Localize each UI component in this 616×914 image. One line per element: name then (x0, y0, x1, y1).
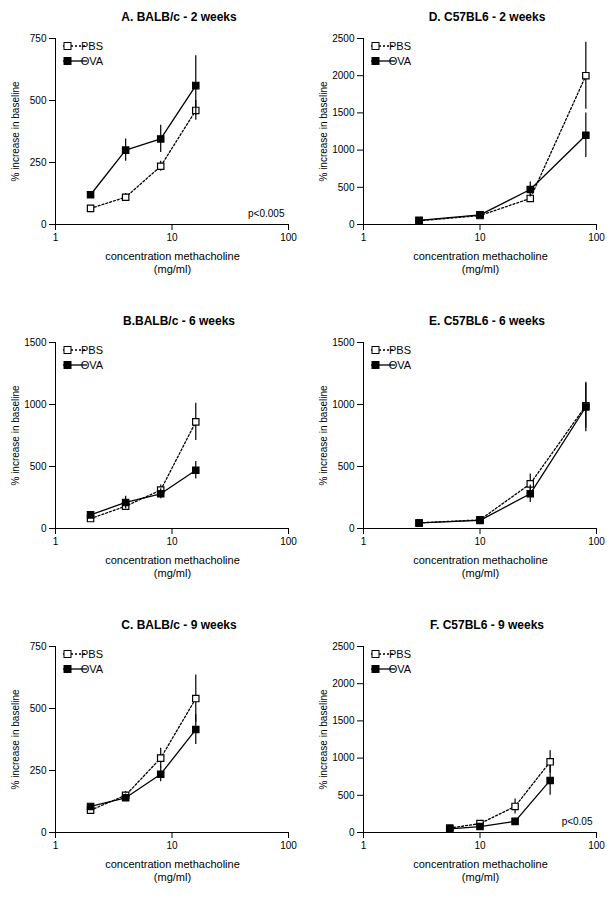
svg-text:OVA: OVA (389, 55, 412, 67)
svg-text:OVA: OVA (81, 55, 104, 67)
svg-text:100: 100 (588, 232, 605, 243)
svg-text:500: 500 (338, 182, 355, 193)
svg-text:100: 100 (588, 536, 605, 547)
svg-text:10: 10 (166, 840, 178, 851)
svg-text:500: 500 (338, 461, 355, 472)
html-text:B.BALB/c - 6 weeks: B.BALB/c - 6 weeks (123, 314, 235, 328)
svg-text:2000: 2000 (332, 678, 355, 689)
svg-text:10: 10 (474, 232, 486, 243)
svg-text:1: 1 (53, 840, 59, 851)
svg-text:10: 10 (474, 536, 486, 547)
svg-text:p<0.005: p<0.005 (248, 208, 285, 219)
html-text:A. BALB/c - 2 weeks: A. BALB/c - 2 weeks (121, 10, 237, 24)
html-text:concentration methacholine (mg: concentration methacholine (mg/ml) (413, 554, 548, 579)
svg-text:PBS: PBS (81, 40, 103, 52)
html-text:concentration methacholine (mg: concentration methacholine (mg/ml) (105, 250, 240, 275)
svg-text:1: 1 (361, 840, 367, 851)
svg-text:0: 0 (349, 827, 355, 838)
svg-text:2500: 2500 (332, 33, 355, 44)
svg-text:2500: 2500 (332, 641, 355, 652)
svg-text:750: 750 (30, 33, 47, 44)
svg-text:100: 100 (280, 536, 297, 547)
svg-text:PBS: PBS (389, 40, 411, 52)
svg-text:1000: 1000 (332, 399, 355, 410)
svg-text:500: 500 (30, 461, 47, 472)
svg-text:0: 0 (349, 523, 355, 534)
svg-text:10: 10 (166, 536, 178, 547)
svg-text:PBS: PBS (389, 344, 411, 356)
svg-text:10: 10 (166, 232, 178, 243)
svg-text:OVA: OVA (389, 663, 412, 675)
svg-text:0: 0 (41, 523, 47, 534)
html-text:E. C57BL6 - 6 weeks: E. C57BL6 - 6 weeks (429, 314, 545, 328)
html-text:concentration methacholine (mg: concentration methacholine (mg/ml) (105, 858, 240, 883)
svg-text:% increase in baseline: % increase in baseline (318, 689, 329, 789)
html-text:D. C57BL6 - 2 weeks: D. C57BL6 - 2 weeks (428, 10, 546, 24)
svg-text:250: 250 (30, 157, 47, 168)
svg-text:1: 1 (361, 536, 367, 547)
svg-text:1: 1 (53, 232, 59, 243)
svg-text:100: 100 (280, 232, 297, 243)
svg-text:1000: 1000 (332, 144, 355, 155)
html-text:concentration methacholine (mg: concentration methacholine (mg/ml) (105, 554, 240, 579)
svg-text:1500: 1500 (332, 337, 355, 348)
svg-text:% increase in baseline: % increase in baseline (10, 385, 21, 485)
svg-text:PBS: PBS (81, 648, 103, 660)
svg-text:1500: 1500 (332, 715, 355, 726)
svg-text:100: 100 (280, 840, 297, 851)
svg-text:1: 1 (361, 232, 367, 243)
svg-text:p<0.05: p<0.05 (562, 816, 593, 827)
html-text:F. C57BL6 - 9 weeks: F. C57BL6 - 9 weeks (430, 618, 544, 632)
svg-text:750: 750 (30, 641, 47, 652)
svg-text:% increase in baseline: % increase in baseline (318, 81, 329, 181)
svg-text:OVA: OVA (81, 359, 104, 371)
svg-text:2000: 2000 (332, 70, 355, 81)
svg-text:0: 0 (349, 219, 355, 230)
svg-text:1000: 1000 (24, 399, 47, 410)
svg-text:% increase in baseline: % increase in baseline (318, 385, 329, 485)
html-text:concentration methacholine (mg: concentration methacholine (mg/ml) (413, 858, 548, 883)
svg-text:PBS: PBS (389, 648, 411, 660)
svg-text:0: 0 (41, 219, 47, 230)
svg-text:1500: 1500 (24, 337, 47, 348)
svg-text:10: 10 (474, 840, 486, 851)
svg-text:1: 1 (53, 536, 59, 547)
svg-text:1000: 1000 (332, 752, 355, 763)
html-text:concentration methacholine (mg: concentration methacholine (mg/ml) (413, 250, 548, 275)
svg-text:0: 0 (41, 827, 47, 838)
svg-text:OVA: OVA (81, 663, 104, 675)
svg-text:500: 500 (338, 790, 355, 801)
svg-text:% increase in baseline: % increase in baseline (10, 81, 21, 181)
svg-text:% increase in baseline: % increase in baseline (10, 689, 21, 789)
html-text:C. BALB/c - 9 weeks: C. BALB/c - 9 weeks (121, 618, 237, 632)
svg-text:500: 500 (30, 703, 47, 714)
svg-text:PBS: PBS (81, 344, 103, 356)
svg-text:500: 500 (30, 95, 47, 106)
svg-text:1500: 1500 (332, 107, 355, 118)
svg-text:OVA: OVA (389, 359, 412, 371)
svg-text:100: 100 (588, 840, 605, 851)
svg-text:250: 250 (30, 765, 47, 776)
